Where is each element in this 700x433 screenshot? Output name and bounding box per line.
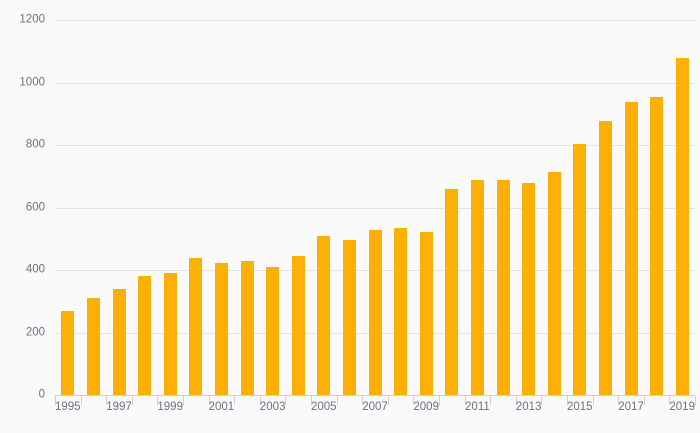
bar-2005[interactable] (317, 235, 331, 395)
x-axis-tick (541, 396, 543, 405)
x-axis-tick-label: 2007 (362, 401, 388, 413)
x-axis-tick (695, 396, 696, 405)
bar-2001[interactable] (214, 262, 228, 395)
x-axis-tick-label: 2019 (669, 401, 695, 413)
x-axis-tick-label: 2011 (465, 401, 490, 413)
x-axis-tick-label: 2003 (259, 401, 286, 413)
y-axis-tick-label: 0 (38, 388, 45, 401)
x-axis-tick (413, 396, 415, 405)
bar-2017[interactable] (624, 101, 638, 395)
x-axis-tick (387, 396, 389, 405)
y-axis-tick-label: 200 (25, 325, 45, 338)
x-axis-tick-label: 2009 (413, 401, 439, 413)
x-axis-tick (208, 396, 210, 405)
x-axis-tick (515, 396, 517, 405)
x-axis-line (55, 395, 695, 396)
y-axis-tick-label: 400 (25, 263, 45, 276)
x-axis-tick (490, 396, 492, 405)
x-axis-tick (183, 396, 184, 405)
y-axis-tick-label: 1000 (19, 75, 45, 88)
bar-2006[interactable] (342, 240, 356, 395)
bar-series (55, 20, 695, 395)
gridline-1000 (55, 82, 695, 84)
x-axis-tick (439, 396, 440, 405)
x-axis-tick-label: 2005 (311, 401, 337, 413)
x-axis-tick-label: 2015 (567, 401, 593, 413)
bar-2012[interactable] (496, 180, 510, 395)
x-axis-tick (106, 396, 108, 405)
bar-2019[interactable] (675, 57, 689, 395)
y-axis-tick-label: 800 (25, 138, 45, 151)
bar-1997[interactable] (112, 288, 126, 395)
gridline-1200 (55, 20, 695, 21)
bar-1995[interactable] (61, 311, 75, 395)
x-axis-tick-label: 1999 (157, 401, 183, 413)
x-axis-tick (643, 396, 645, 405)
x-axis-tick (669, 396, 671, 405)
gridline-800 (55, 145, 695, 146)
x-axis-tick-label: 2017 (618, 401, 644, 413)
x-axis-tick (131, 396, 133, 405)
bar-2013[interactable] (522, 182, 536, 395)
bar-2000[interactable] (189, 257, 203, 395)
bar-2003[interactable] (266, 267, 280, 395)
x-axis-tick (285, 396, 287, 405)
x-axis-tick (234, 396, 236, 405)
bar-2009[interactable] (419, 231, 433, 395)
x-axis-tick-label: 1995 (55, 401, 81, 413)
bar-2008[interactable] (394, 228, 408, 395)
y-axis-tick-label: 600 (25, 200, 45, 213)
x-axis-tick (80, 396, 82, 405)
x-axis-tick (55, 396, 56, 405)
y-axis-tick-label: 1200 (19, 13, 45, 26)
x-axis-tick (311, 396, 312, 405)
bar-2010[interactable] (445, 188, 459, 395)
bar-2015[interactable] (573, 144, 587, 395)
x-axis-tick (618, 396, 620, 405)
x-axis-tick (336, 396, 338, 405)
bar-2004[interactable] (291, 255, 305, 395)
x-axis-tick-label: 2001 (208, 401, 235, 413)
x-axis-tick (567, 396, 568, 405)
gridline-600 (55, 207, 695, 209)
bar-1999[interactable] (163, 272, 177, 395)
bar-1996[interactable] (86, 297, 100, 395)
x-axis-tick (259, 396, 261, 405)
x-axis-tick (362, 396, 364, 405)
bar-2011[interactable] (470, 179, 484, 395)
bar-1998[interactable] (138, 275, 152, 395)
x-axis-tick-label: 2013 (515, 401, 542, 413)
x-axis-tick-label: 1997 (106, 401, 132, 413)
bar-2014[interactable] (547, 171, 561, 395)
x-axis-tick (157, 396, 159, 405)
x-axis-tick (592, 396, 594, 405)
bar-2007[interactable] (368, 229, 382, 395)
bar-2018[interactable] (650, 96, 664, 395)
bar-2002[interactable] (240, 261, 254, 395)
x-axis-tick (464, 396, 466, 405)
bar-2016[interactable] (598, 120, 612, 395)
